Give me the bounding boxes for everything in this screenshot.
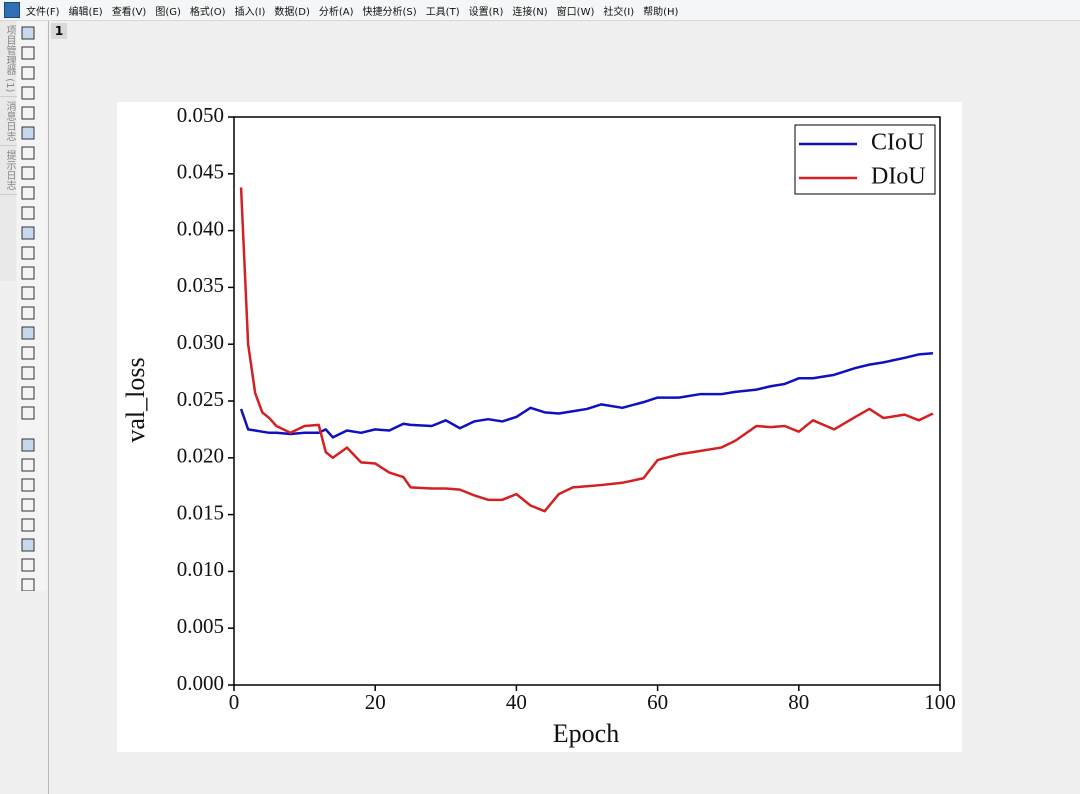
x-axis-label: Epoch — [553, 719, 619, 748]
tool-icon[interactable] — [21, 478, 35, 492]
menu-item[interactable]: 连接(N) — [512, 6, 548, 18]
tool-icon[interactable] — [21, 438, 35, 452]
y-tick-label: 0.045 — [177, 160, 224, 184]
y-tick-label: 0.030 — [177, 330, 224, 354]
tool-icon[interactable] — [21, 518, 35, 532]
tool-icon[interactable] — [21, 126, 35, 140]
x-tick-label: 0 — [229, 690, 240, 714]
tool-icon[interactable] — [21, 106, 35, 120]
tool-icon[interactable] — [21, 226, 35, 240]
tool-icon[interactable] — [21, 146, 35, 160]
y-tick-label: 0.040 — [177, 216, 224, 240]
x-tick-label: 100 — [924, 690, 956, 714]
y-tick-label: 0.000 — [177, 671, 224, 695]
side-tab[interactable]: 项目管理器 (1) — [0, 21, 19, 98]
menu-item[interactable]: 数据(D) — [274, 6, 310, 18]
menu-item[interactable]: 编辑(E) — [68, 6, 103, 18]
menu-item[interactable]: 插入(I) — [234, 6, 266, 18]
tool-icon[interactable] — [21, 46, 35, 60]
toolbar — [17, 21, 47, 591]
tool-icon[interactable] — [21, 386, 35, 400]
tool-icon[interactable] — [21, 366, 35, 380]
tool-icon[interactable] — [21, 186, 35, 200]
x-tick-label: 60 — [647, 690, 668, 714]
menu-item[interactable]: 工具(T) — [425, 6, 460, 18]
tool-icon[interactable] — [21, 86, 35, 100]
tool-icon[interactable] — [21, 206, 35, 220]
menu-item[interactable]: 帮助(H) — [643, 6, 679, 18]
y-tick-label: 0.015 — [177, 500, 224, 524]
tool-icon[interactable] — [21, 406, 35, 420]
y-tick-label: 0.035 — [177, 273, 224, 297]
side-tab[interactable]: 消息日志 — [0, 97, 19, 147]
menu-item[interactable]: 快捷分析(S) — [362, 6, 417, 18]
menu-item[interactable]: 图(G) — [155, 6, 181, 18]
tool-icon[interactable] — [21, 246, 35, 260]
tool-icon[interactable] — [21, 326, 35, 340]
menu-item[interactable]: 窗口(W) — [556, 6, 595, 18]
graph-page — [117, 102, 962, 752]
side-panel: 项目管理器 (1) 消息日志 提示日志 — [0, 21, 19, 281]
tool-icon[interactable] — [21, 66, 35, 80]
tool-icon[interactable] — [21, 538, 35, 552]
y-tick-label: 0.050 — [177, 103, 224, 127]
data-line — [239, 352, 934, 439]
y-tick-label: 0.005 — [177, 614, 224, 638]
tool-icon[interactable] — [21, 346, 35, 360]
tool-icon[interactable] — [21, 306, 35, 320]
tool-icon[interactable] — [21, 26, 35, 40]
side-tab[interactable]: 提示日志 — [0, 146, 19, 196]
tool-icon[interactable] — [21, 166, 35, 180]
tool-icon[interactable] — [21, 286, 35, 300]
tool-icon[interactable] — [21, 498, 35, 512]
tool-icon[interactable] — [21, 558, 35, 572]
menu-item[interactable]: 文件(F) — [26, 6, 60, 18]
legend-label: DIoU — [871, 164, 926, 190]
y-tick-label: 0.025 — [177, 387, 224, 411]
y-tick-label: 0.010 — [177, 557, 224, 581]
data-line — [239, 187, 934, 513]
x-tick-label: 40 — [506, 690, 527, 714]
tool-icon[interactable] — [21, 578, 35, 591]
tool-icon[interactable] — [21, 458, 35, 472]
legend-box — [794, 124, 936, 195]
menu-item[interactable]: 社交(I) — [603, 6, 635, 18]
menu-item[interactable]: 设置(R) — [468, 6, 504, 18]
menu-item[interactable]: 查看(V) — [111, 6, 147, 18]
menu-item[interactable]: 格式(O) — [189, 6, 226, 18]
app-icon[interactable] — [4, 2, 20, 18]
divider — [48, 21, 49, 794]
legend-label: CIoU — [871, 130, 924, 156]
tool-icon[interactable] — [21, 266, 35, 280]
menu-item[interactable]: 分析(A) — [318, 6, 354, 18]
page-tab[interactable]: 1 — [51, 23, 67, 39]
y-tick-label: 0.020 — [177, 444, 224, 468]
x-tick-label: 80 — [788, 690, 809, 714]
menu-bar: 文件(F) 编辑(E) 查看(V) 图(G) 格式(O) 插入(I) 数据(D) 分析(A) 快… — [0, 0, 1080, 21]
y-axis-label: val_loss — [121, 357, 150, 442]
x-tick-label: 20 — [365, 690, 386, 714]
